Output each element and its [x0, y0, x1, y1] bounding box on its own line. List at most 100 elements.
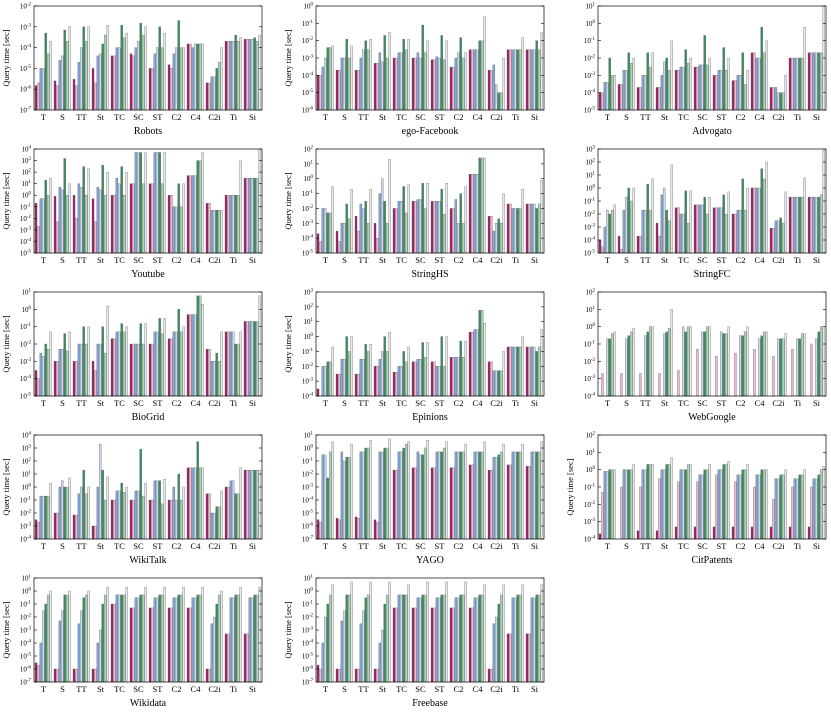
bar-S-4 — [63, 158, 66, 254]
bar-ST-2 — [153, 53, 157, 111]
bar-TT-6 — [87, 590, 90, 683]
y-tick-label: 102 — [586, 432, 596, 440]
bar-TC-1 — [395, 57, 398, 111]
bar-C2-6 — [464, 581, 467, 683]
bar-TT-6 — [369, 344, 372, 397]
bar-Si-2 — [812, 52, 816, 111]
bar-TC-3 — [118, 47, 121, 111]
bar-SC-3 — [419, 199, 422, 254]
bar-TT-2 — [359, 359, 363, 397]
x-tick-label: C2 — [454, 541, 464, 551]
bar-Si-1 — [810, 486, 813, 540]
bar-Si-2 — [248, 597, 252, 683]
bar-C2-0 — [731, 526, 735, 540]
bar-SC-3 — [137, 343, 140, 397]
y-tick-label: 101 — [304, 575, 314, 583]
bar-C2i-5 — [499, 370, 503, 397]
x-tick-label: TT — [76, 684, 87, 694]
bar-C4-0 — [186, 607, 190, 683]
bar-T-1 — [601, 492, 604, 540]
x-tick-label: C2 — [172, 398, 182, 408]
bar-Si-1 — [246, 178, 249, 254]
y-axis-label: Query time [sec] — [1, 601, 11, 658]
bar-SC-4 — [421, 342, 424, 397]
bar-Ti-4 — [516, 208, 519, 254]
bar-Ti-0 — [506, 464, 510, 540]
y-tick-label: 102 — [586, 159, 596, 167]
bar-ST-6 — [727, 326, 730, 397]
y-axis-label: Query time [sec] — [283, 315, 293, 372]
bar-ST-5 — [442, 366, 446, 397]
bar-ST-1 — [433, 201, 436, 254]
bar-St-4 — [101, 43, 104, 111]
bar-S-2 — [340, 620, 344, 683]
x-tick-label: SC — [133, 255, 144, 265]
bar-C2i-5 — [217, 361, 221, 397]
bar-Ti-3 — [232, 480, 235, 540]
bar-C2i-6 — [784, 75, 787, 111]
bar-Si-0 — [243, 633, 247, 683]
bar-Ti-1 — [227, 195, 230, 254]
bar-T-4 — [326, 603, 329, 683]
x-tick-label: Si — [249, 684, 257, 694]
bar-C4-3 — [194, 467, 197, 540]
bar-C4-0 — [468, 607, 472, 683]
bar-Si-0 — [525, 346, 529, 397]
bar-C4-2 — [191, 314, 195, 397]
bar-SC-0 — [411, 57, 415, 111]
bar-T-5 — [328, 212, 332, 254]
bar-TT-2 — [641, 75, 645, 111]
bar-TT-4 — [82, 469, 85, 540]
bar-C4-4 — [478, 594, 481, 683]
x-tick-label: TT — [640, 541, 651, 551]
bar-ST-3 — [156, 331, 159, 397]
x-tick-label: St — [661, 541, 669, 551]
bar-St-1 — [658, 373, 661, 397]
bar-C2i-0 — [769, 228, 773, 254]
bar-C4-6 — [483, 16, 486, 111]
bar-C2-0 — [167, 499, 171, 540]
bar-S-1 — [56, 361, 59, 397]
bar-Si-0 — [243, 469, 247, 540]
bar-C2-4 — [459, 594, 462, 683]
bar-ST-6 — [163, 152, 166, 254]
x-tick-label: C2i — [772, 541, 785, 551]
bar-C2i-1 — [208, 493, 211, 540]
x-tick-label: SC — [133, 112, 144, 122]
bar-T-5 — [46, 53, 50, 111]
bar-Si-1 — [528, 466, 531, 540]
bar-Si-5 — [537, 594, 541, 683]
bar-Ti-3 — [232, 41, 235, 111]
bar-ST-2 — [435, 597, 439, 683]
x-tick-label: SC — [133, 684, 144, 694]
bar-Si-0 — [525, 203, 529, 254]
bar-C2i-6 — [220, 210, 223, 254]
bar-C2i-6 — [784, 469, 787, 540]
bar-C2-3 — [739, 209, 742, 254]
bar-C4-4 — [760, 469, 763, 540]
bar-TT-0 — [636, 530, 640, 540]
bar-ST-6 — [445, 581, 448, 683]
bar-Ti-3 — [796, 57, 799, 111]
x-tick-label: C4 — [473, 112, 484, 122]
bar-C2-4 — [741, 469, 744, 540]
bar-T-1 — [601, 92, 604, 111]
bar-TT-1 — [357, 69, 360, 111]
bar-C4-1 — [471, 49, 474, 111]
bar-T-4 — [326, 477, 329, 540]
bar-C2i-3 — [213, 210, 216, 254]
x-tick-label: TT — [640, 255, 651, 265]
bar-Si-3 — [251, 321, 254, 397]
bar-St-3 — [381, 351, 384, 397]
x-tick-label: Ti — [230, 398, 238, 408]
bar-St-0 — [91, 525, 95, 540]
bar-C2-2 — [172, 597, 176, 683]
x-tick-label: C2 — [454, 112, 464, 122]
bar-TC-4 — [684, 190, 687, 254]
bar-T-2 — [321, 454, 325, 540]
chart-svg-wikitalk: 10-4 10-3 10-2 10-1 100 101 102 103 104 T S TT St TC S… — [1, 432, 263, 566]
bar-S-2 — [58, 486, 62, 540]
bar-C2i-0 — [487, 469, 491, 540]
bar-TC-4 — [402, 594, 405, 683]
bar-Ti-1 — [791, 486, 794, 540]
